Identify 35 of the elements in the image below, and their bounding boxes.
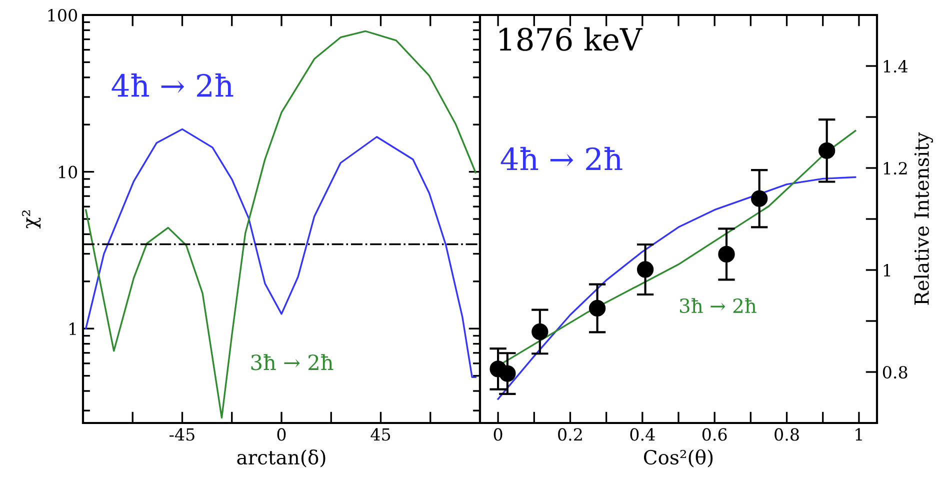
point: [818, 142, 836, 159]
x-tick-label: 0: [277, 428, 286, 441]
y-tick-label: 10: [58, 166, 78, 178]
point: [499, 365, 516, 382]
x-tick-label: 0.2: [558, 428, 582, 441]
x-axis-title: Cos²(θ): [644, 449, 713, 468]
y-tick-label: 1: [884, 264, 890, 276]
x-axis-title: arctan(δ): [237, 449, 326, 468]
x-tick-label: 45: [370, 428, 390, 441]
line-series: [85, 30, 476, 419]
annotation: 1876 keV: [500, 27, 642, 51]
point: [751, 190, 768, 207]
x-tick-label: 0.8: [774, 428, 799, 441]
x-tick-label: -45: [170, 428, 194, 441]
x-tick-label: 0: [494, 428, 502, 441]
line-series: [85, 128, 476, 378]
y-tick-label: 1.2: [884, 162, 907, 175]
y-tick-label: 1: [70, 322, 76, 335]
x-tick-label: 0.4: [630, 428, 655, 441]
y-tick-label: 1.4: [884, 60, 908, 73]
series-label: 3ħ → 2ħ: [251, 354, 334, 370]
y-tick-label: 100: [48, 8, 78, 22]
y-axis-title: Relative Intensity: [914, 132, 934, 305]
y-tick-label: 0.8: [882, 366, 908, 379]
x-tick-label: 0.6: [702, 428, 727, 441]
line-series: [497, 176, 856, 400]
point: [636, 261, 654, 278]
series-label: 4ħ → 2ħ: [112, 73, 234, 97]
y-axis-title: χ²: [22, 210, 41, 229]
point: [718, 246, 735, 263]
text: 4ħ → 2ħ: [500, 146, 622, 170]
x-tick-label: 1: [856, 428, 862, 441]
point: [532, 323, 548, 340]
point: [588, 300, 606, 317]
series-label: 3ħ → 2ħ: [680, 298, 756, 314]
